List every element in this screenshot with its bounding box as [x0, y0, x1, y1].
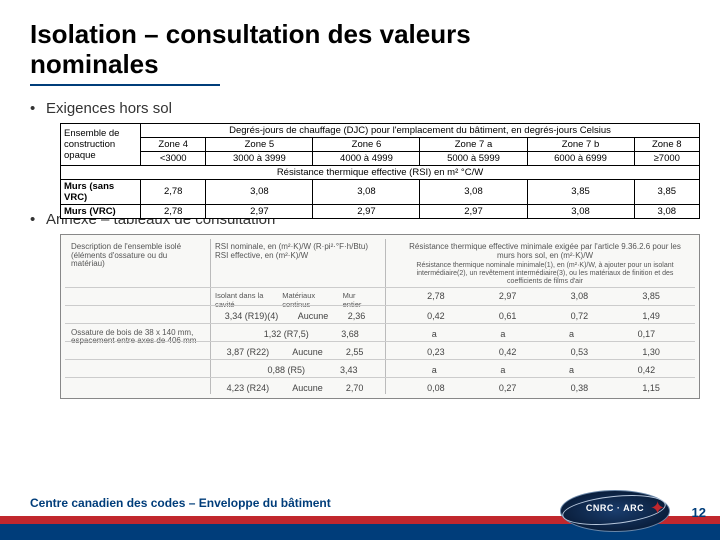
table-header-top: Degrés-jours de chauffage (DJC) pour l'e… [141, 123, 700, 137]
page-number: 12 [692, 505, 706, 520]
bullet-exigences: Exigences hors sol [30, 100, 690, 117]
table-corner: Ensemble de construction opaque [61, 123, 141, 165]
lt-head-req: Résistance thermique effective minimale … [400, 243, 690, 286]
title-underline [30, 84, 220, 86]
cnrc-logo: CNRC · ARC ✦ [560, 490, 670, 534]
lt-ossature-desc: Ossature de bois de 38 x 140 mm, espacem… [71, 329, 203, 346]
maple-leaf-icon: ✦ [650, 498, 672, 520]
consultation-table-image: Description de l'ensemble isolé (élément… [60, 234, 700, 399]
table-row: Murs (sans VRC) 2,78 3,08 3,08 3,08 3,85… [61, 179, 700, 204]
slide: Isolation – consultation des valeurs nom… [0, 0, 720, 540]
lt-head-rsi: RSI nominale, en (m²·K)/W (R·pi²·°F·h/Bt… [215, 243, 375, 261]
ranges-row: <3000 3000 à 3999 4000 à 4999 5000 à 599… [61, 151, 700, 165]
rsi-caption: Résistance thermique effective (RSI) en … [61, 165, 700, 179]
table-row: Murs (VRC) 2,78 2,97 2,97 2,97 3,08 3,08 [61, 204, 700, 218]
slide-title: Isolation – consultation des valeurs nom… [30, 20, 690, 80]
title-line-2: nominales [30, 49, 159, 79]
slide-footer: Centre canadien des codes – Enveloppe du… [0, 484, 720, 540]
lt-threshold-row: 2,78 2,97 3,08 3,85 [400, 291, 687, 301]
zones-table: Ensemble de construction opaque Degrés-j… [60, 123, 690, 219]
title-line-1: Isolation – consultation des valeurs [30, 19, 471, 49]
zones-row: Zone 4 Zone 5 Zone 6 Zone 7 a Zone 7 b Z… [61, 137, 700, 151]
lt-head-desc: Description de l'ensemble isolé (élément… [71, 243, 201, 269]
footer-text: Centre canadien des codes – Enveloppe du… [30, 496, 331, 510]
